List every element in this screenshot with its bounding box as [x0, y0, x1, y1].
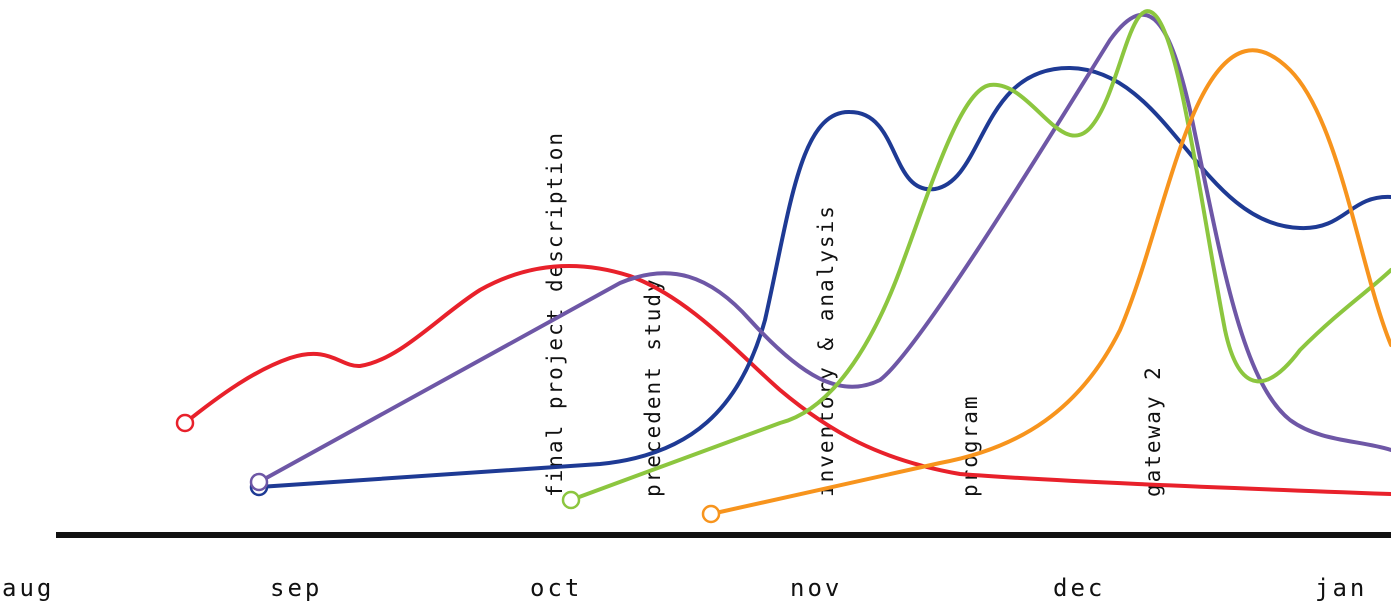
timeline-axis	[56, 532, 1391, 538]
red-curve	[183, 263, 1391, 496]
milestone-label-precedent-study: precedent study	[641, 277, 665, 497]
month-label-aug: aug	[2, 574, 54, 602]
orange-curve	[709, 48, 1391, 516]
milestone-label-inventory-analysis: inventory & analysis	[814, 204, 838, 497]
blue-curve	[257, 65, 1391, 489]
month-label-jan: jan	[1315, 574, 1367, 602]
purple-curve	[257, 12, 1391, 484]
month-label-dec: dec	[1053, 574, 1105, 602]
milestone-label-gateway-2: gateway 2	[1141, 365, 1165, 497]
orange-start-marker	[701, 504, 721, 524]
purple-start-marker	[249, 472, 269, 492]
red-start-marker	[175, 413, 195, 433]
month-label-nov: nov	[790, 574, 842, 602]
green-curve	[569, 9, 1391, 502]
month-label-oct: oct	[530, 574, 582, 602]
month-label-sep: sep	[270, 574, 322, 602]
green-start-marker	[561, 490, 581, 510]
milestone-label-program: program	[958, 394, 982, 497]
